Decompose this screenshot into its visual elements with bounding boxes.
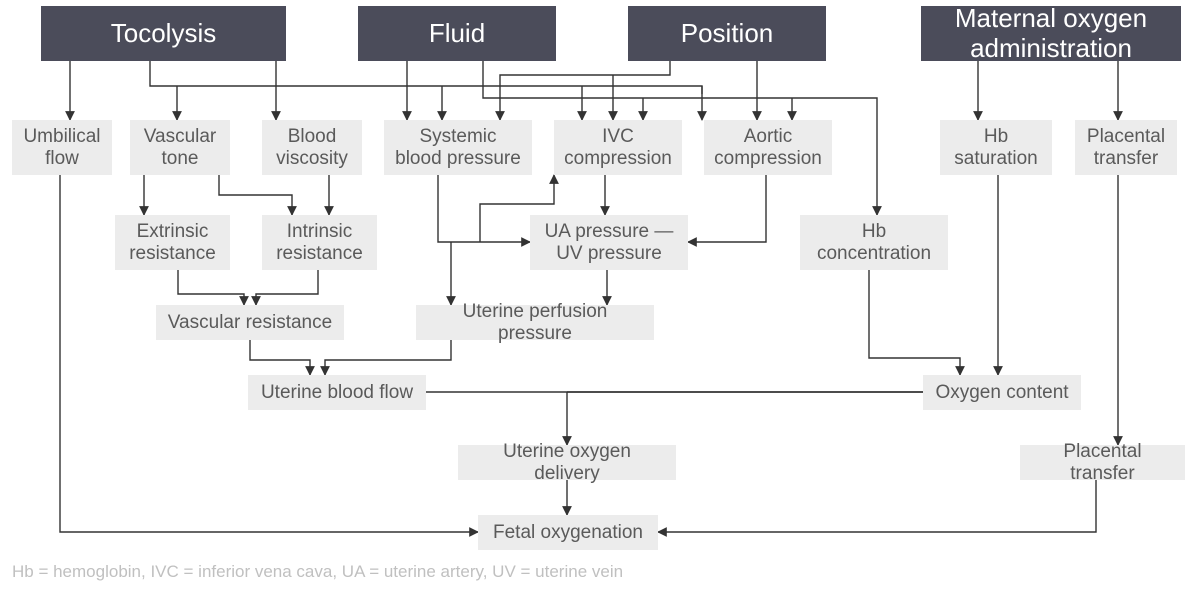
flow-edge xyxy=(658,480,1096,532)
flow-edge xyxy=(438,175,530,242)
node-umbilical-flow: Umbilical flow xyxy=(12,120,112,175)
flow-edge xyxy=(500,61,670,120)
node-placental-transfer-2: Placental transfer xyxy=(1020,445,1185,480)
header-position: Position xyxy=(628,6,826,61)
node-oxygen-content: Oxygen content xyxy=(923,375,1081,410)
node-vascular-resistance: Vascular resistance xyxy=(156,305,344,340)
node-intrinsic-resistance: Intrinsic resistance xyxy=(262,215,377,270)
node-hb-saturation: Hb saturation xyxy=(940,120,1052,175)
node-aortic-compression: Aortic compression xyxy=(704,120,832,175)
flow-edge xyxy=(688,175,766,242)
flow-edge xyxy=(250,340,310,375)
node-uterine-perfusion-pressure: Uterine perfusion pressure xyxy=(416,305,654,340)
header-tocolysis: Tocolysis xyxy=(41,6,286,61)
flow-edge xyxy=(219,175,292,215)
node-systemic-bp: Systemic blood pressure xyxy=(384,120,532,175)
node-extrinsic-resistance: Extrinsic resistance xyxy=(115,215,230,270)
flow-edge xyxy=(325,340,451,375)
node-blood-viscosity: Blood viscosity xyxy=(262,120,362,175)
flow-edge xyxy=(426,392,940,410)
node-ivc-compression: IVC compression xyxy=(554,120,682,175)
flow-edge xyxy=(150,61,702,94)
node-ua-uv-pressure: UA pressure — UV pressure xyxy=(530,215,688,270)
flow-edge xyxy=(869,270,960,375)
node-uterine-oxygen-delivery: Uterine oxygen delivery xyxy=(458,445,676,480)
node-placental-transfer-1: Placental transfer xyxy=(1075,120,1177,175)
header-maternal-o2: Maternal oxygen administration xyxy=(921,6,1181,61)
flow-edge xyxy=(178,270,244,305)
flow-edge xyxy=(256,270,318,305)
legend-abbreviations: Hb = hemoglobin, IVC = inferior vena cav… xyxy=(12,562,623,582)
header-fluid: Fluid xyxy=(358,6,556,61)
node-hb-concentration: Hb concentration xyxy=(800,215,948,270)
node-uterine-blood-flow: Uterine blood flow xyxy=(248,375,426,410)
node-vascular-tone: Vascular tone xyxy=(130,120,230,175)
node-fetal-oxygenation: Fetal oxygenation xyxy=(478,515,658,550)
